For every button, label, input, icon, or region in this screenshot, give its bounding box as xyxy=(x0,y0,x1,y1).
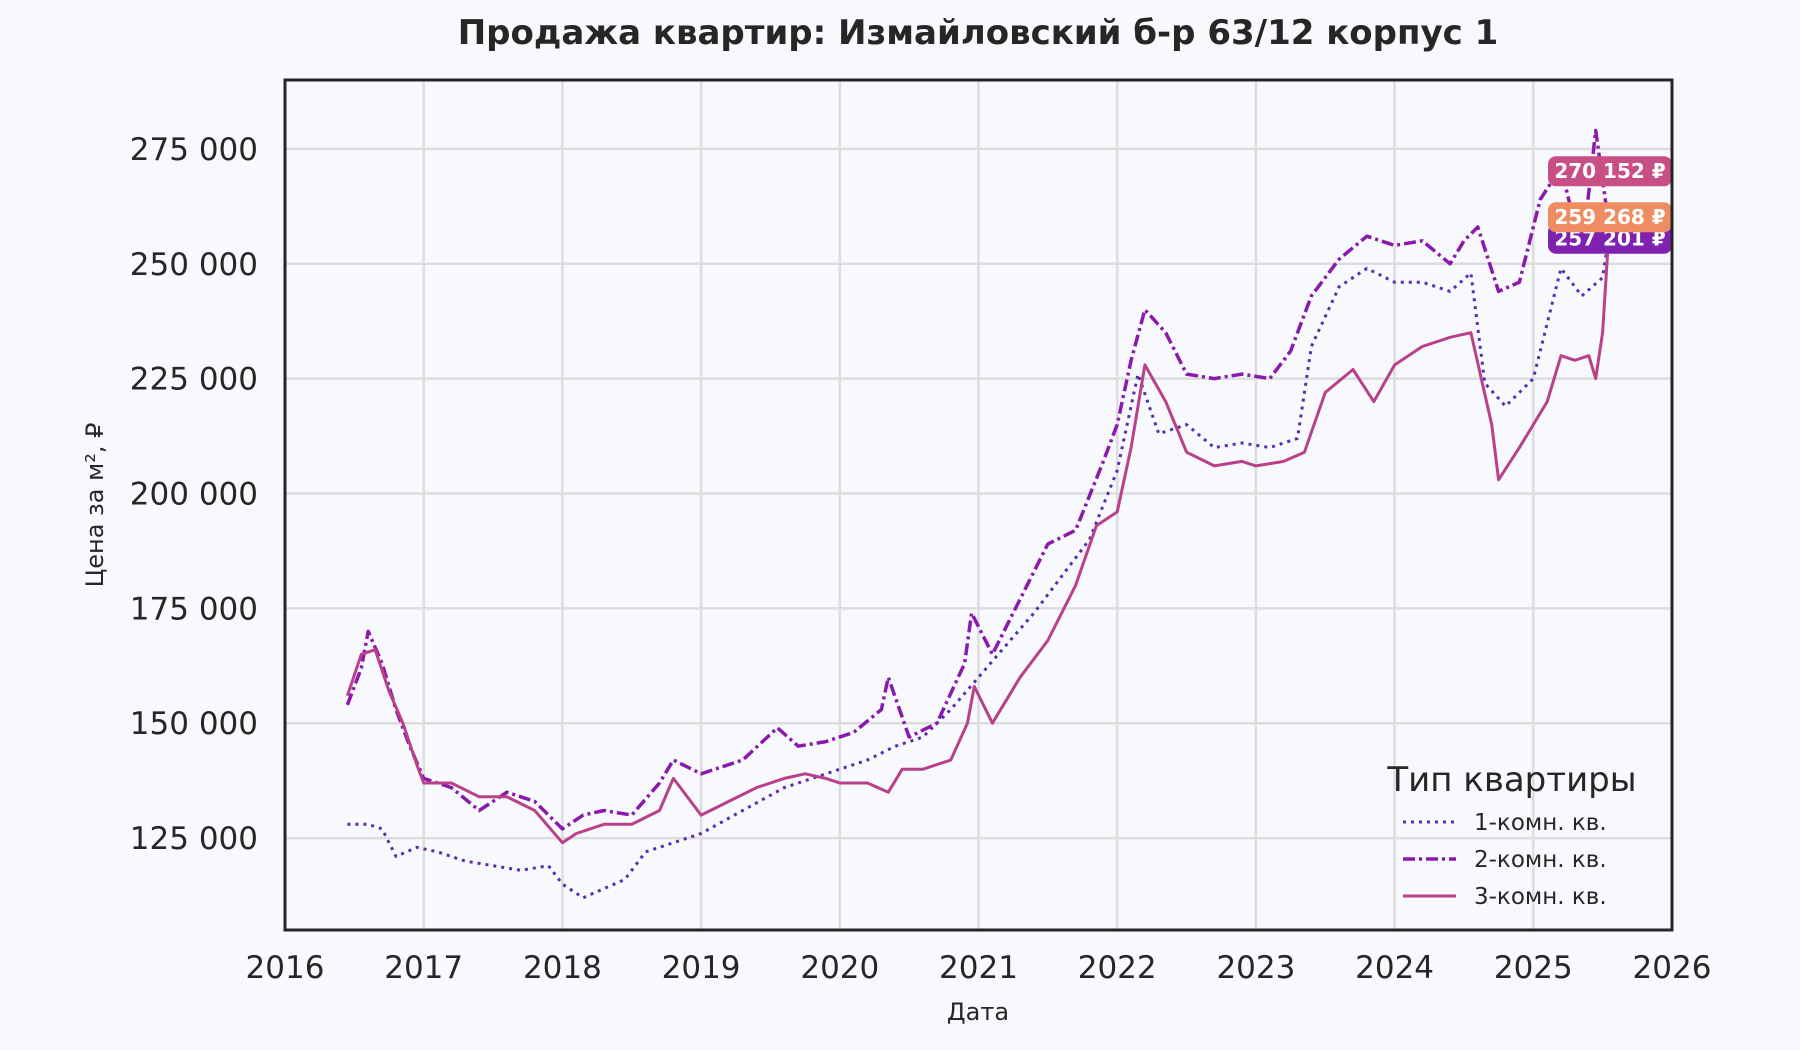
legend-title: Тип квартиры xyxy=(1386,760,1636,800)
x-tick-label: 2024 xyxy=(1355,950,1434,986)
x-tick-label: 2019 xyxy=(662,950,741,986)
end-label-text: 270 152 ₽ xyxy=(1554,159,1665,183)
x-tick-label: 2022 xyxy=(1078,950,1157,986)
series-line-1 xyxy=(347,230,1612,900)
legend-label-1: 1-комн. кв. xyxy=(1474,810,1607,836)
series-line-2 xyxy=(345,128,1612,831)
y-tick-label: 225 000 xyxy=(130,362,258,398)
x-axis-ticks: 2016 2017 2018 2019 2020 2021 2022 2023 2024 2025… xyxy=(246,950,1712,986)
x-tick-label: 2023 xyxy=(1216,950,1295,986)
end-value-labels: 257 201 ₽259 268 ₽270 152 ₽ xyxy=(1548,156,1672,254)
y-tick-label: 250 000 xyxy=(130,247,258,283)
y-tick-label: 125 000 xyxy=(130,821,258,857)
y-tick-label: 150 000 xyxy=(130,706,258,742)
x-tick-label: 2026 xyxy=(1633,950,1712,986)
legend: Тип квартиры 1-комн. кв. 2-комн. кв. 3-ком… xyxy=(1386,760,1636,910)
y-tick-label: 175 000 xyxy=(130,591,258,627)
x-tick-label: 2016 xyxy=(246,950,325,986)
end-label-text: 259 268 ₽ xyxy=(1554,205,1665,229)
grid xyxy=(285,80,1672,930)
x-axis-label: Дата xyxy=(947,998,1009,1026)
legend-label-3: 3-комн. кв. xyxy=(1474,884,1607,910)
series-lines xyxy=(345,128,1612,900)
y-tick-label: 275 000 xyxy=(130,132,258,168)
x-tick-label: 2017 xyxy=(384,950,463,986)
x-tick-label: 2018 xyxy=(523,950,602,986)
y-axis-ticks: 125 000 150 000 175 000 200 000 225 000 250 0… xyxy=(130,132,258,857)
legend-label-2: 2-комн. кв. xyxy=(1474,847,1607,873)
end-label-badge xyxy=(1548,156,1672,187)
x-tick-label: 2020 xyxy=(800,950,879,986)
chart-title: Продажа квартир: Измайловский б-р 63/12 … xyxy=(458,13,1499,53)
x-tick-label: 2025 xyxy=(1494,950,1573,986)
end-label-badge xyxy=(1548,202,1672,233)
x-tick-label: 2021 xyxy=(939,950,1018,986)
y-axis-label: Цена за м², ₽ xyxy=(81,423,109,588)
plot-frame xyxy=(283,78,1674,932)
y-tick-label: 200 000 xyxy=(130,477,258,513)
series-line-3 xyxy=(345,221,1612,845)
